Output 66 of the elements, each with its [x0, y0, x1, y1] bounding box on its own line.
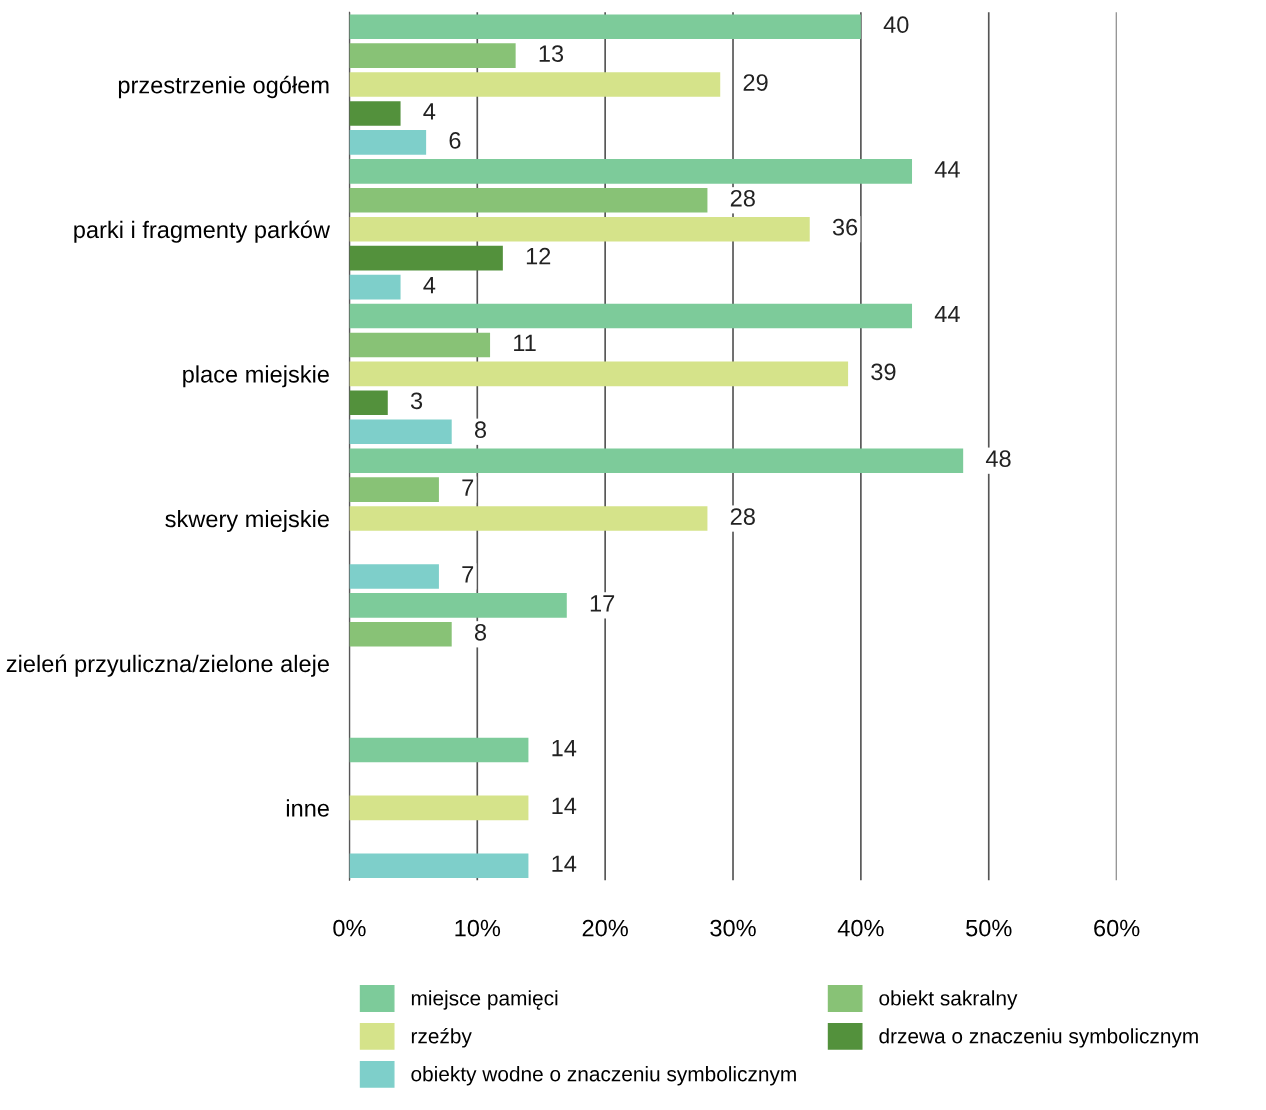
legend-label: obiekty wodne o znaczeniu symbolicznym [411, 1066, 796, 1086]
data-label: 29 [743, 74, 768, 91]
data-label: 12 [526, 247, 551, 265]
bar [349, 361, 849, 387]
bar [349, 621, 452, 647]
y-tick-label: zieleń przyuliczna/zielone aleje [6, 654, 329, 677]
data-label: 17 [590, 595, 615, 612]
x-tick-label: 50% [966, 919, 1012, 937]
y-tick-label: place miejskie [183, 365, 329, 388]
data-label: 7 [462, 566, 474, 583]
data-label: 14 [552, 797, 577, 814]
data-label: 8 [474, 623, 487, 641]
bar [349, 737, 529, 763]
x-tick-label: 20% [582, 919, 628, 937]
x-tick-label: 60% [1094, 919, 1140, 937]
x-tick-label: 30% [710, 919, 756, 937]
bar [349, 101, 401, 126]
bar [349, 477, 439, 502]
data-label: 44 [934, 161, 960, 178]
bar [349, 564, 439, 589]
data-label: 44 [934, 305, 960, 323]
data-label: 28 [730, 508, 755, 525]
data-label: 13 [539, 45, 564, 62]
x-tick-label: 10% [455, 919, 501, 937]
bar [349, 332, 491, 358]
legend-label: drzewa o znaczeniu symbolicznym [879, 1028, 1198, 1048]
bar [349, 159, 913, 184]
bar [349, 390, 388, 416]
data-label: 8 [474, 421, 487, 439]
legend-label: obiekt sakralny [879, 990, 1018, 1010]
data-label: 40 [883, 16, 909, 34]
bar [349, 72, 721, 97]
bar [349, 853, 529, 879]
data-label: 39 [871, 363, 896, 381]
data-label: 48 [985, 450, 1011, 468]
bar [349, 187, 708, 213]
bar [349, 245, 503, 271]
x-tick-label: 0% [333, 919, 366, 937]
data-label: 4 [423, 103, 436, 120]
data-label: 4 [423, 276, 436, 294]
data-label: 36 [832, 218, 858, 236]
data-label: 28 [730, 189, 755, 207]
data-label: 7 [462, 479, 474, 496]
bar [349, 130, 427, 155]
data-label: 6 [449, 132, 461, 149]
y-tick-label: skwery miejskie [165, 510, 329, 533]
data-label: 14 [552, 739, 577, 757]
bar [349, 593, 567, 618]
bar [349, 43, 516, 68]
y-tick-label: parki i fragmenty parków [74, 220, 331, 243]
x-tick-label: 40% [837, 919, 884, 937]
legend-label: miejsce pamięci [411, 990, 558, 1010]
bar [349, 795, 529, 821]
y-tick-label: przestrzenie ogółem [118, 75, 329, 99]
y-tick-label: inne [286, 799, 329, 817]
data-label: 11 [514, 334, 536, 352]
bar [349, 14, 861, 39]
bar [349, 448, 964, 473]
bar [349, 274, 401, 300]
data-label: 3 [410, 392, 423, 410]
bar [349, 506, 708, 531]
data-label: 14 [552, 855, 577, 872]
legend-label: rzeźby [411, 1027, 472, 1048]
bar [349, 216, 810, 242]
bar [349, 303, 913, 329]
bar [349, 419, 452, 445]
